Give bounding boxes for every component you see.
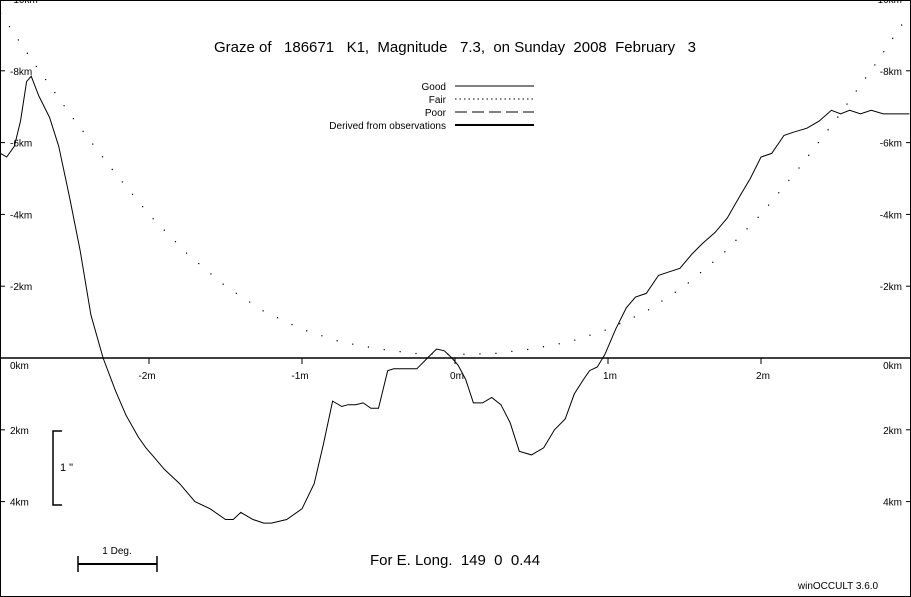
series-good-line [0, 75, 910, 524]
legend: Good Fair Poor Derived from observations [329, 82, 534, 132]
footer-longitude: For E. Long. 149 0 0.44 [370, 552, 540, 569]
right-y-tick-label: 0km [883, 361, 902, 372]
arcsec-bracket [52, 430, 62, 506]
left-y-tick-label: 2km [10, 426, 29, 437]
left-y-tick-label: -6km [10, 139, 32, 150]
right-y-tick-label: -6km [880, 139, 902, 150]
chart-title: Graze of 186671 K1, Magnitude 7.3, on Su… [214, 39, 696, 56]
series-group [0, 12, 911, 524]
legend-label: Fair [429, 95, 447, 106]
x-tick-label: -2m [138, 371, 155, 382]
left-y-tick-label: -8km [10, 67, 32, 78]
left-y-tick-label: -4km [10, 210, 32, 221]
series-fair-dotted-line [0, 12, 911, 356]
left-y-tick-label: -2km [10, 282, 32, 293]
legend-label: Poor [425, 108, 447, 119]
x-tick-label: 1m [603, 371, 617, 382]
left-y-tick-label: 4km [10, 498, 29, 509]
legend-label: Good [422, 82, 446, 93]
arcsec-label: 1 " [60, 462, 73, 474]
left-y-tick-label: -10km [10, 0, 38, 6]
arcsec-scale: 1 " [52, 430, 73, 506]
right-y-tick-label: 4km [883, 498, 902, 509]
right-y-tick-label: 2km [883, 426, 902, 437]
x-tick-label: 0m [450, 371, 464, 382]
degree-scale-bar: 1 Deg. [77, 546, 158, 572]
credit-label: winOCCULT 3.6.0 [797, 581, 879, 592]
left-y-tick-label: 0km [10, 361, 29, 372]
legend-label: Derived from observations [329, 121, 446, 132]
x-tick-label: -1m [291, 371, 308, 382]
x-tick-label: 2m [756, 371, 770, 382]
right-y-tick-label: -4km [880, 210, 902, 221]
degree-scale-label: 1 Deg. [102, 546, 131, 557]
right-y-tick-label: -10km [874, 0, 902, 6]
right-y-tick-label: -8km [880, 67, 902, 78]
axes: -2m -1m 0m 1m 2m -10km -10km -8km -8km -6km -6km -4… [0, 0, 911, 509]
right-y-tick-label: -2km [880, 282, 902, 293]
